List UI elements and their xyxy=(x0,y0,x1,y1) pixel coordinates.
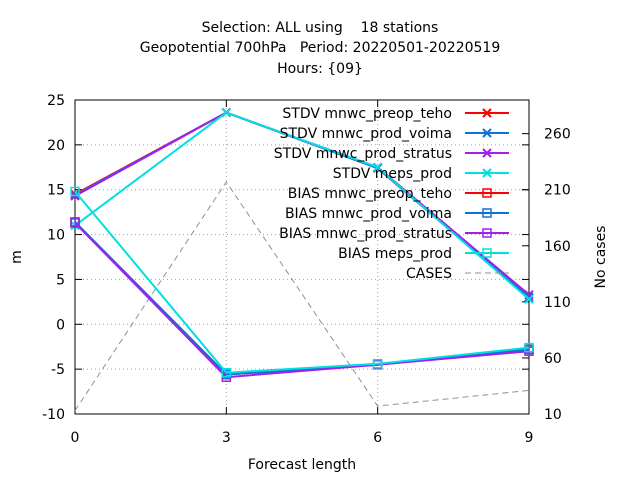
series-line-bias-meps-prod xyxy=(74,190,530,374)
chart-title-hours: Hours: {09} xyxy=(277,61,363,77)
y2-tick-label: 160 xyxy=(544,239,571,255)
data-point-stdv-meps-prod xyxy=(221,107,232,118)
x-axis-label: Forecast length xyxy=(248,457,356,473)
y-tick-label: 20 xyxy=(47,138,65,154)
y2-tick-label: 110 xyxy=(544,295,571,311)
series-line-bias-mnwc-prod-stratus xyxy=(74,222,530,379)
series-line-stdv-meps-prod xyxy=(74,111,530,300)
legend-marker-bias-mnwc-prod-stratus xyxy=(482,228,492,238)
x-tick-label: 9 xyxy=(525,430,534,446)
legend-label: BIAS mnwc_preop_teho xyxy=(288,186,452,202)
y-tick-label: 15 xyxy=(47,183,65,199)
data-point-stdv-mnwc-prod-voima xyxy=(524,292,534,303)
y-tick-label: -10 xyxy=(42,407,65,423)
y2-tick-label: 210 xyxy=(544,183,571,199)
legend-label: STDV mnwc_prod_stratus xyxy=(274,146,452,162)
legend-label: BIAS mnwc_prod_voima xyxy=(285,206,452,222)
series-line-cases xyxy=(74,181,530,411)
chart-title-selection: Selection: ALL using 18 stations xyxy=(201,20,439,36)
legend-marker-stdv-mnwc-prod-stratus xyxy=(482,148,492,158)
y-tick-label: 0 xyxy=(56,317,65,333)
y2-tick-label: 10 xyxy=(544,407,562,423)
data-point-bias-meps-prod xyxy=(221,367,232,378)
legend-label: STDV mnwc_prod_voima xyxy=(280,126,452,142)
legend-label: CASES xyxy=(406,266,452,282)
y-tick-label: 25 xyxy=(47,93,65,109)
data-point-stdv-meps-prod xyxy=(372,162,383,172)
chart-title-parameter: Geopotential 700hPa Period: 20220501-202… xyxy=(139,40,501,56)
y2-axis-label: No cases xyxy=(593,226,609,289)
legend-marker-stdv-mnwc-preop-teho xyxy=(482,108,492,118)
x-tick-label: 0 xyxy=(71,430,80,446)
plot-border xyxy=(74,99,530,415)
legend-label: BIAS mnwc_prod_stratus xyxy=(279,226,452,242)
legend-marker-bias-mnwc-prod-voima xyxy=(482,208,492,218)
legend-label: BIAS meps_prod xyxy=(338,246,452,262)
legend-label: STDV mnwc_preop_teho xyxy=(282,106,452,122)
series-line-bias-mnwc-prod-voima xyxy=(74,221,530,376)
y-tick-label: 10 xyxy=(47,228,65,244)
legend-label: STDV meps_prod xyxy=(333,166,452,182)
series-line-bias-mnwc-preop-teho xyxy=(74,221,530,376)
y2-tick-label: 60 xyxy=(544,351,562,367)
data-point-stdv-meps-prod xyxy=(524,294,534,304)
y2-tick-label: 260 xyxy=(544,127,571,143)
legend-marker-stdv-meps-prod xyxy=(482,168,492,178)
legend-marker-stdv-mnwc-prod-voima xyxy=(482,128,492,138)
data-point-bias-meps-prod xyxy=(524,342,534,353)
data-point-bias-meps-prod xyxy=(70,186,80,197)
y-axis-label: m xyxy=(9,250,25,264)
x-tick-label: 6 xyxy=(373,430,382,446)
legend-marker-bias-mnwc-preop-teho xyxy=(482,188,492,198)
y-tick-label: -5 xyxy=(51,362,65,378)
x-tick-label: 3 xyxy=(222,430,231,446)
legend-marker-bias-meps-prod xyxy=(482,248,492,258)
data-point-bias-mnwc-prod-stratus xyxy=(70,218,80,228)
data-point-bias-meps-prod xyxy=(372,359,383,369)
y-tick-label: 5 xyxy=(56,272,65,288)
